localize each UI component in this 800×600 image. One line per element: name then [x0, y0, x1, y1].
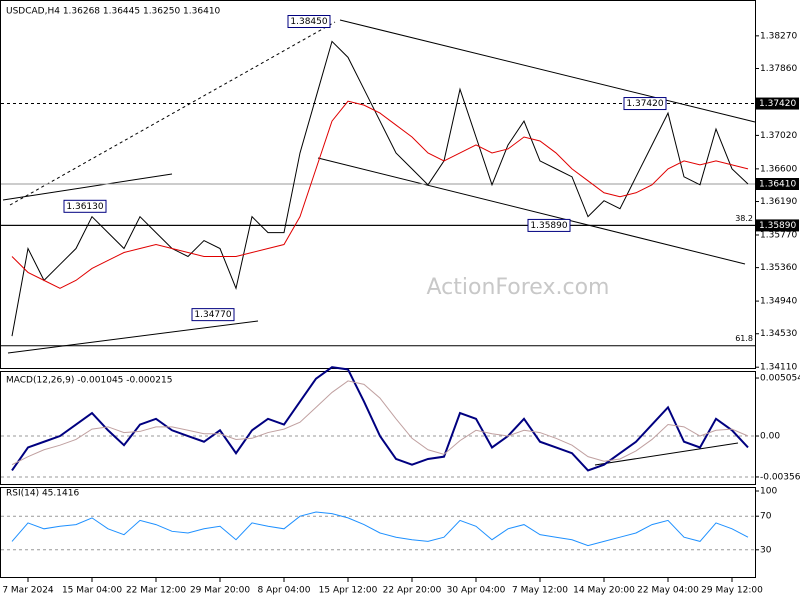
annotation-label: 1.34770	[194, 310, 231, 320]
x-tick-label: 8 Apr 04:00	[258, 586, 311, 596]
series-line	[11, 511, 749, 547]
y-tick-label: 1.34940	[760, 297, 797, 307]
y-tick-label: 30	[760, 545, 772, 555]
series-line	[11, 100, 749, 289]
watermark: ActionForex.com	[427, 275, 610, 300]
x-tick-label: 22 Mar 12:00	[126, 586, 186, 596]
y-tick-label: 100	[760, 487, 777, 497]
y-tick-label: 1.36190	[760, 197, 797, 207]
price-level-label: 1.37420	[759, 99, 796, 109]
price-level-label: 1.35890	[759, 221, 796, 231]
fib-label: 61.8	[735, 334, 753, 343]
y-tick-label: 0.00	[760, 432, 780, 442]
trendline	[2, 173, 173, 201]
price-level-box	[756, 219, 799, 232]
y-tick-label: 1.35770	[760, 230, 797, 240]
y-tick-label: 1.37860	[760, 64, 797, 74]
x-tick-label: 14 May 20:00	[573, 586, 635, 596]
x-tick-label: 29 Mar 20:00	[190, 586, 250, 596]
series-line	[11, 380, 749, 466]
y-tick-label: 1.38270	[760, 31, 797, 41]
x-tick-label: 22 Apr 20:00	[383, 586, 442, 596]
fib-label: 38.2	[735, 214, 753, 223]
frame	[0, 0, 756, 578]
price-panel	[0, 0, 756, 369]
y-tick-label: 70	[760, 512, 772, 522]
price-level-box	[756, 178, 799, 190]
price-title: USDCAD,H4 1.36268 1.36445 1.36250 1.3641…	[6, 7, 221, 17]
y-tick-label: 1.34530	[760, 329, 797, 339]
trendline	[9, 21, 336, 206]
rsi-title: RSI(14) 45.1416	[6, 489, 79, 499]
annotation-box	[527, 218, 571, 232]
trendline	[594, 442, 739, 466]
trendline	[7, 320, 259, 354]
x-tick-label: 15 Apr 12:00	[319, 586, 378, 596]
annotation-box	[623, 97, 667, 111]
trendline	[339, 19, 756, 123]
rsi-panel	[0, 487, 756, 578]
annotation-box	[63, 199, 107, 213]
trendline	[317, 157, 746, 265]
x-tick-label: 29 May 12:00	[701, 586, 763, 596]
macd-panel	[0, 371, 756, 485]
annotation-label: 1.37420	[626, 99, 663, 109]
x-tick-label: 7 May 12:00	[512, 586, 568, 596]
x-tick-label: 22 May 04:00	[637, 586, 699, 596]
annotation-label: 1.35890	[530, 221, 567, 231]
y-tick-label: 1.35360	[760, 263, 797, 273]
series-line	[11, 40, 749, 337]
y-tick-label: 0.005054	[760, 374, 800, 384]
trendlines	[2, 19, 756, 466]
y-tick-label: 1.34110	[760, 363, 797, 373]
annotation-label: 1.38450	[290, 17, 327, 27]
x-tick-label: 30 Apr 04:00	[447, 586, 506, 596]
y-tick-label: 1.37020	[760, 131, 797, 141]
x-tick-label: 7 Mar 2024	[2, 586, 54, 596]
price-level-box	[756, 97, 799, 110]
annotation-label: 1.36130	[66, 202, 103, 212]
annotation-box	[191, 308, 235, 322]
macd-title: MACD(12,26,9) -0.001045 -0.000215	[6, 376, 172, 386]
y-tick-label: -0.003569	[760, 472, 800, 482]
annotation-box	[287, 15, 331, 29]
y-tick-label: 1.36600	[760, 164, 797, 174]
price-level-label: 1.36410	[759, 180, 796, 190]
x-tick-label: 15 Mar 04:00	[62, 586, 122, 596]
